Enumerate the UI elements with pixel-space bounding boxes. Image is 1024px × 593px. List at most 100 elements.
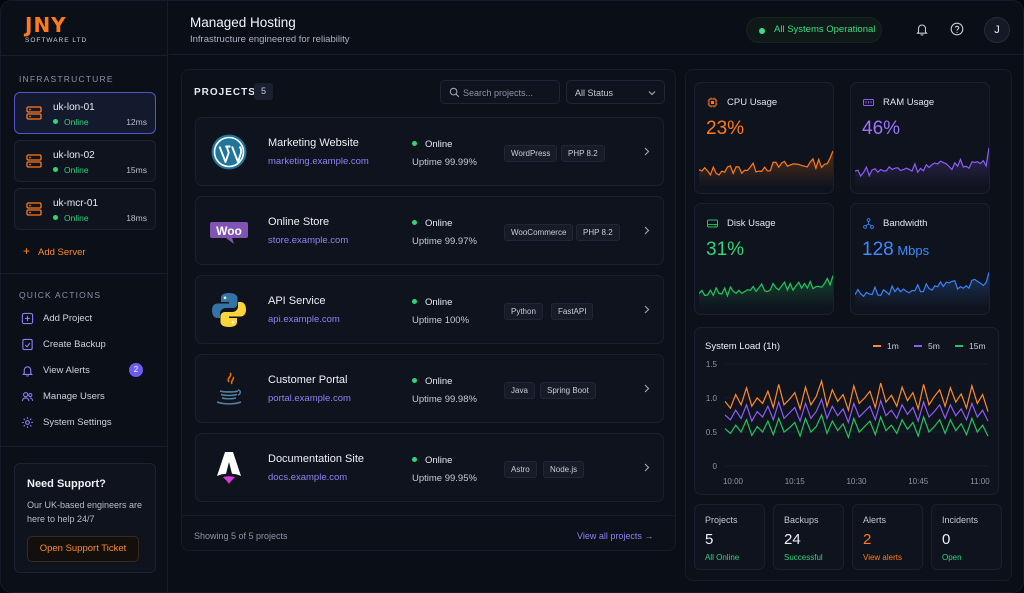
project-tag: WooCommerce xyxy=(504,224,574,241)
page-title: Managed Hosting xyxy=(190,15,296,30)
chevron-right-icon[interactable] xyxy=(642,147,651,156)
legend-item-1m: 1m xyxy=(873,341,899,351)
metrics-panel: CPU Usage 23% RAM Usage 46% Disk Usage 3… xyxy=(685,69,1012,581)
astro-logo-icon xyxy=(217,452,241,484)
alerts-count-badge: 2 xyxy=(129,363,143,377)
server-status: Online xyxy=(53,213,89,223)
quick-action-system-settings[interactable]: System Settings xyxy=(21,414,151,432)
quick-action-label: Manage Users xyxy=(43,391,105,402)
system-load-chart-card: System Load (1h) 1m 5m 15m 1.5 1.0 0.5 0 10:… xyxy=(694,327,999,495)
sparkline-area xyxy=(855,272,989,308)
ram-usage-card: RAM Usage 46% xyxy=(850,82,990,194)
support-card: Need Support? Our UK-based engineers are… xyxy=(14,463,156,573)
y-tick-label: 1.5 xyxy=(706,360,718,369)
svg-text:Woo: Woo xyxy=(216,224,242,238)
chevron-right-icon[interactable] xyxy=(642,384,651,393)
stat-card-projects[interactable]: Projects 5 All Online xyxy=(694,504,765,570)
chevron-right-icon[interactable] xyxy=(642,463,651,472)
project-name: Documentation Site xyxy=(268,453,364,465)
server-status: Online xyxy=(53,117,89,127)
project-status: Online xyxy=(412,455,452,466)
metric-value: 128 Mbps xyxy=(862,239,929,261)
search-input[interactable] xyxy=(463,84,557,101)
notifications-bell-icon[interactable] xyxy=(915,22,929,36)
project-row-customer-portal[interactable]: Customer Portal portal.example.com Onlin… xyxy=(195,354,664,423)
metric-label: RAM Usage xyxy=(883,97,935,108)
y-tick-label: 0.5 xyxy=(706,428,718,437)
project-row-documentation-site[interactable]: Documentation Site docs.example.com Onli… xyxy=(195,433,664,502)
sparkline-area xyxy=(855,147,989,187)
quick-action-view-alerts[interactable]: View Alerts 2 xyxy=(21,362,151,380)
gear-icon xyxy=(22,417,33,428)
system-status-badge[interactable]: All Systems Operational xyxy=(746,17,882,43)
infrastructure-title: INFRASTRUCTURE xyxy=(19,74,114,84)
quick-action-create-backup[interactable]: Create Backup xyxy=(21,336,151,354)
project-url-link[interactable]: marketing.example.com xyxy=(268,156,369,167)
server-item-uk-lon-01[interactable]: uk-lon-01 Online 12ms xyxy=(14,92,156,134)
status-filter-value: All Status xyxy=(575,88,614,98)
metric-label: Bandwidth xyxy=(883,218,928,229)
legend-item-5m: 5m xyxy=(914,341,940,351)
user-avatar[interactable]: J xyxy=(984,17,1010,43)
series-line-5m xyxy=(724,397,989,425)
open-support-ticket-button[interactable]: Open Support Ticket xyxy=(27,536,139,562)
stat-subtext: Open xyxy=(942,553,962,562)
chevron-right-icon[interactable] xyxy=(642,226,651,235)
quick-action-manage-users[interactable]: Manage Users xyxy=(21,388,151,406)
series-line-15m xyxy=(724,413,989,440)
support-title: Need Support? xyxy=(27,478,106,490)
quick-action-add-project[interactable]: Add Project xyxy=(21,310,151,328)
chevron-right-icon[interactable] xyxy=(642,305,651,314)
sparkline-line xyxy=(699,150,833,177)
project-uptime: Uptime 100% xyxy=(412,315,470,326)
sidebar: JNY SOFTWARE LTD INFRASTRUCTURE uk-lon-0… xyxy=(1,1,168,592)
server-icon xyxy=(26,202,42,216)
bandwidth-icon xyxy=(863,218,874,229)
server-item-uk-lon-02[interactable]: uk-lon-02 Online 15ms xyxy=(14,140,156,182)
ram-sparkline xyxy=(855,147,989,187)
stat-label: Incidents xyxy=(942,515,979,525)
project-uptime: Uptime 99.97% xyxy=(412,236,477,247)
stat-card-incidents[interactable]: Incidents 0 Open xyxy=(931,504,1002,570)
search-projects-field[interactable] xyxy=(440,80,560,104)
ram-icon xyxy=(863,99,874,106)
stat-card-alerts[interactable]: Alerts 2 View alerts xyxy=(852,504,923,570)
project-row-online-store[interactable]: Woo Online Store store.example.com Onlin… xyxy=(195,196,664,265)
x-tick-label: 10:15 xyxy=(785,477,806,486)
server-item-uk-mcr-01[interactable]: uk-mcr-01 Online 18ms xyxy=(14,188,156,230)
project-url-link[interactable]: docs.example.com xyxy=(268,472,348,483)
project-row-api-service[interactable]: API Service api.example.com Online Uptim… xyxy=(195,275,664,344)
project-row-marketing-website[interactable]: Marketing Website marketing.example.com … xyxy=(195,117,664,186)
x-tick-label: 11:00 xyxy=(970,477,990,486)
project-tag: PHP 8.2 xyxy=(576,224,620,241)
cpu-icon xyxy=(707,97,718,108)
woocommerce-logo-icon: Woo xyxy=(210,222,248,244)
project-tag: Java xyxy=(504,382,535,399)
status-filter-select[interactable]: All Status xyxy=(566,80,665,104)
x-tick-label: 10:45 xyxy=(908,477,929,486)
project-url-link[interactable]: api.example.com xyxy=(268,314,340,325)
project-url-link[interactable]: store.example.com xyxy=(268,235,349,246)
project-url-link[interactable]: portal.example.com xyxy=(268,393,351,404)
server-ping: 12ms xyxy=(126,117,147,127)
metric-unit: % xyxy=(727,118,745,139)
metric-unit: Mbps xyxy=(893,243,930,258)
sidebar-divider xyxy=(1,273,168,274)
search-icon xyxy=(449,87,460,98)
server-icon xyxy=(26,106,42,120)
metric-number: 23 xyxy=(706,118,728,139)
sparkline-line xyxy=(855,272,989,298)
projects-footer-divider xyxy=(182,515,675,516)
server-name: uk-lon-01 xyxy=(53,102,95,113)
stat-card-backups[interactable]: Backups 24 Successful xyxy=(773,504,844,570)
project-uptime: Uptime 99.99% xyxy=(412,157,477,168)
view-all-projects-link[interactable]: View all projects → xyxy=(577,531,653,541)
add-server-button[interactable]: + Add Server xyxy=(23,244,86,258)
brand-logo[interactable]: JNY SOFTWARE LTD xyxy=(25,15,87,44)
projects-count-text: Showing 5 of 5 projects xyxy=(194,531,288,541)
stat-subtext: Successful xyxy=(784,553,823,562)
server-name: uk-lon-02 xyxy=(53,150,95,161)
disk-icon xyxy=(707,219,718,228)
stat-value: 2 xyxy=(863,531,872,548)
help-icon[interactable] xyxy=(950,22,964,36)
